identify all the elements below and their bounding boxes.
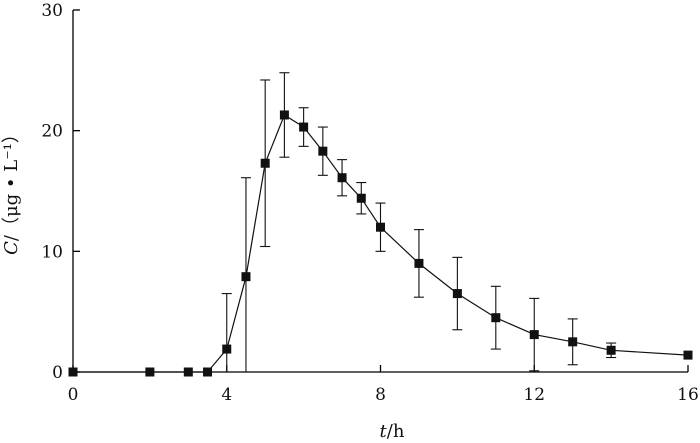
x-axis-unit: /h [387, 421, 405, 442]
y-tick-label: 0 [52, 363, 63, 383]
data-point [683, 350, 693, 360]
data-point [529, 330, 539, 340]
data-markers [68, 110, 693, 377]
data-point [318, 146, 328, 156]
x-tick-label: 12 [523, 385, 545, 405]
data-point [222, 344, 232, 354]
data-point [183, 367, 193, 377]
y-axis-label: C/（μg • L⁻¹） [1, 125, 22, 255]
data-point [568, 337, 578, 347]
y-axis-unit: /（μg • L⁻¹） [1, 125, 22, 241]
x-tick-label: 8 [375, 385, 386, 405]
error-bar [221, 293, 232, 373]
x-axis-label: t/h [380, 421, 405, 442]
axes: 0 10 20 30 0 4 8 12 16 [41, 1, 698, 405]
data-point [376, 222, 385, 232]
data-point [68, 367, 78, 377]
y-tick-label: 30 [41, 1, 63, 21]
data-point [241, 272, 251, 282]
data-point [337, 173, 347, 183]
x-tick-label: 0 [68, 385, 79, 405]
axis-labels: t/h C/（μg • L⁻¹） [1, 125, 405, 442]
y-tick-label: 20 [41, 122, 63, 142]
y-tick-label: 10 [41, 242, 63, 262]
data-point [203, 367, 213, 377]
data-point [606, 345, 616, 355]
data-point [279, 110, 289, 120]
y-axis-var: C [1, 241, 22, 255]
data-point [491, 313, 501, 323]
data-point [145, 367, 155, 377]
data-point [414, 258, 424, 268]
data-point [260, 158, 270, 168]
data-point [452, 289, 462, 299]
x-axis-var: t [380, 421, 388, 442]
data-point [356, 193, 366, 203]
data-point [299, 122, 309, 132]
x-tick-label: 16 [677, 385, 699, 405]
x-tick-label: 4 [221, 385, 232, 405]
